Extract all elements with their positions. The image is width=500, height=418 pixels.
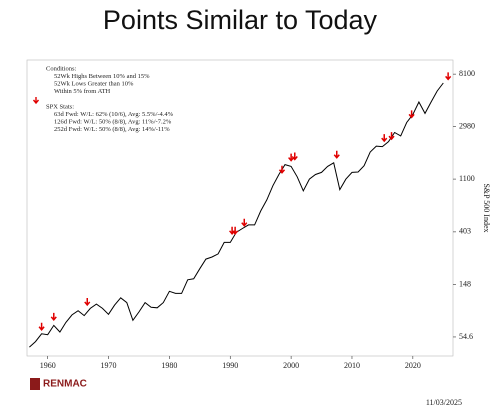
annotation: 52Wk Lows Greater than 10%: [54, 80, 134, 87]
x-tick-label: 1990: [222, 361, 238, 370]
annotation: Within 5% from ATH: [54, 88, 111, 95]
annotation: 63d Fwd: W/L: 62% (10/6), Avg: 5.5%/-4.4…: [54, 111, 174, 118]
marker-arrow: [445, 72, 452, 81]
marker-arrow: [408, 110, 415, 119]
annotation: 126d Fwd: W/L: 50% (8/8), Avg: 11%/-7.2%: [54, 118, 172, 125]
x-tick-label: 1960: [40, 361, 56, 370]
y-tick-label: 1100: [459, 174, 475, 183]
x-tick-label: 1970: [101, 361, 117, 370]
y-tick-label: 403: [459, 227, 471, 236]
x-tick-label: 2020: [405, 361, 421, 370]
y-tick-label: 54.6: [459, 332, 473, 341]
marker-arrow: [50, 312, 57, 322]
y-tick-label: 148: [459, 279, 471, 288]
annotation: 52Wk Highs Between 10% and 15%: [54, 73, 150, 80]
y-tick-label: 8100: [459, 69, 475, 78]
marker-arrow: [291, 152, 298, 161]
y-axis-label: S&P 500 Index: [482, 183, 491, 232]
x-tick-label: 2010: [344, 361, 360, 370]
annotation: Conditions:: [46, 65, 77, 72]
annotation: SPX Stats:: [46, 103, 74, 110]
legend-arrow: [32, 97, 40, 105]
marker-arrow: [288, 153, 295, 162]
plot-frame: [26, 59, 454, 357]
logo-icon: [30, 378, 40, 390]
y-tick-label: 2980: [459, 122, 475, 131]
x-tick-label: 1980: [161, 361, 177, 370]
marker-arrow: [381, 134, 388, 143]
annotation: 252d Fwd: W/L: 50% (8/8), Avg: 14%/-11%: [54, 126, 170, 133]
marker-arrow: [84, 297, 91, 307]
marker-arrow: [333, 150, 340, 159]
x-tick-label: 2000: [283, 361, 299, 370]
marker-arrow: [278, 165, 286, 174]
chart-title: Points Similar to Today: [103, 5, 378, 35]
source-logo: RENMAC: [43, 379, 87, 390]
marker-arrow: [388, 132, 395, 141]
marker-arrow: [38, 322, 45, 331]
marker-arrow: [241, 218, 248, 227]
marker-arrow: [232, 226, 239, 235]
date-label: 11/03/2025: [426, 398, 462, 407]
